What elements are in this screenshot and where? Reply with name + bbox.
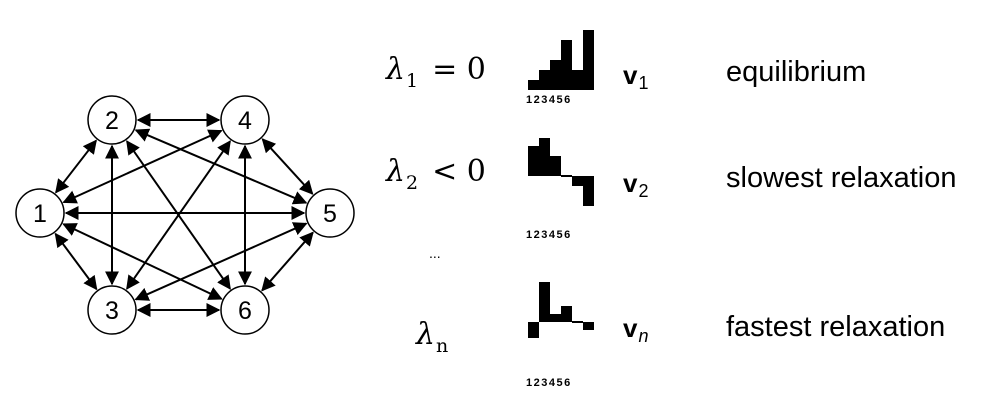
bar-2-6	[583, 176, 594, 206]
bar-3-2	[539, 282, 550, 322]
bar-1-2	[539, 70, 550, 90]
node-5	[305, 188, 355, 238]
bar-1-5	[572, 70, 583, 90]
bar-2-5	[572, 176, 583, 186]
node-label-3: 3	[105, 297, 119, 325]
edge-3-5	[134, 222, 308, 301]
eigenvector-2-symbol: v2	[623, 168, 649, 201]
bar-2-1	[528, 146, 539, 176]
node-label-4: 4	[238, 107, 252, 135]
bar-3-5	[572, 321, 583, 323]
ellipsis: ...	[429, 245, 441, 261]
node-4	[220, 95, 270, 145]
node-label-5: 5	[323, 200, 337, 228]
eigenvector-n-bars	[528, 282, 594, 338]
node-label-2: 2	[105, 107, 119, 135]
edge-1-2	[55, 139, 97, 194]
bar-1-6	[583, 30, 594, 90]
network-graph: 1 2 3 4 5 6	[15, 95, 355, 335]
node-label-1: 1	[33, 200, 47, 228]
node-6	[220, 285, 270, 335]
bar-3-4	[561, 306, 572, 322]
edge-1-4	[62, 129, 223, 204]
edge-5-6	[261, 231, 314, 292]
bar-2-2	[539, 138, 550, 176]
bar-3-3	[550, 314, 561, 322]
eigenvector-2-index-labels: 123456	[526, 229, 572, 241]
bar-1-3	[550, 60, 561, 90]
eigenvalue-2-label: λ2 < 0	[386, 154, 486, 194]
edge-1-3	[54, 232, 98, 291]
eigenvalue-1-label: λ1 = 0	[386, 52, 486, 92]
edge-4-5	[261, 138, 314, 195]
node-2	[87, 95, 137, 145]
bar-1-1	[528, 80, 539, 90]
eigenvector-2-description: slowest relaxation	[726, 162, 957, 194]
bar-2-3	[550, 156, 561, 176]
eigenvector-1-symbol: v1	[623, 60, 649, 93]
eigenvector-n-symbol: vn	[623, 313, 649, 346]
eigenvector-1-index-labels: 123456	[526, 94, 572, 106]
bar-2-4	[561, 175, 572, 177]
bar-3-6	[583, 322, 594, 330]
node-1	[15, 188, 65, 238]
bar-3-1	[528, 322, 539, 338]
edge-1-6	[62, 223, 223, 300]
eigenvector-n-index-labels: 123456	[526, 377, 572, 389]
eigenvalue-n-label: λn	[416, 317, 449, 357]
node-label-6: 6	[238, 297, 252, 325]
eigenvector-2-bars	[528, 138, 594, 206]
bar-1-4	[561, 40, 572, 90]
eigenvector-1-description: equilibrium	[726, 56, 867, 88]
node-3	[87, 285, 137, 335]
eigenvector-n-description: fastest relaxation	[726, 311, 946, 343]
eigenvector-1-bars	[528, 30, 594, 90]
